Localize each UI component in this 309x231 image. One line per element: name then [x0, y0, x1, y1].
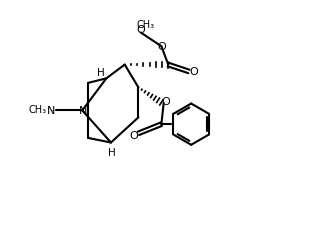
Text: H: H [97, 68, 104, 78]
Text: N: N [79, 105, 88, 115]
Text: CH₃: CH₃ [29, 105, 47, 115]
Text: O: O [189, 67, 198, 77]
Text: N-CH₃: N-CH₃ [52, 109, 56, 110]
Text: CH₃: CH₃ [136, 20, 154, 30]
Text: H: H [108, 147, 116, 157]
Text: O: O [129, 131, 138, 140]
Text: O: O [158, 42, 167, 52]
Text: O: O [137, 25, 146, 35]
Text: N: N [46, 106, 55, 116]
Text: O: O [161, 97, 170, 107]
